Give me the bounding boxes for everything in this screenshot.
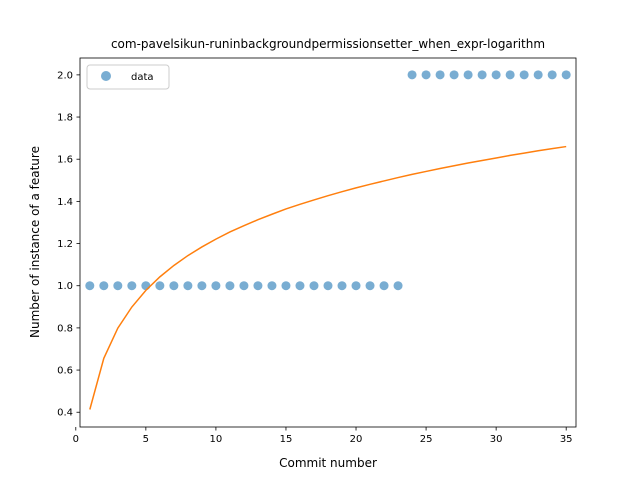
legend-marker-data	[101, 71, 111, 81]
data-point	[225, 281, 235, 291]
data-point	[295, 281, 305, 291]
y-tick-label: 1.4	[57, 197, 73, 208]
data-point	[435, 70, 445, 80]
x-tick-label: 15	[280, 434, 293, 445]
ticks-layer: 0 5 10 15 20 25 30 35 0.4 0.6 0.8 1.0 1.2 1.4 1.6 1.8 2.…	[57, 70, 572, 445]
fit-line	[89, 145, 567, 410]
data-point	[351, 281, 361, 291]
data-point	[477, 70, 487, 80]
data-point	[281, 281, 291, 291]
data-point	[141, 281, 151, 291]
data-point	[393, 281, 403, 291]
data-point	[365, 281, 375, 291]
data-point	[421, 70, 431, 80]
y-tick-label: 1.0	[57, 281, 73, 292]
data-point	[197, 281, 207, 291]
data-point	[519, 70, 529, 80]
x-tick-label: 0	[73, 434, 79, 445]
data-point	[169, 281, 179, 291]
data-point	[491, 70, 501, 80]
data-point	[463, 70, 473, 80]
x-tick-label: 30	[490, 434, 503, 445]
x-tick-label: 20	[350, 434, 363, 445]
data-point	[561, 70, 571, 80]
data-point	[449, 70, 459, 80]
plot-area	[80, 58, 576, 427]
y-tick-label: 0.6	[57, 366, 73, 377]
legend-box	[86, 64, 170, 90]
data-point	[211, 281, 221, 291]
data-point	[85, 281, 95, 291]
data-point	[337, 281, 347, 291]
chart-title: com-pavelsikun-runinbackgroundpermission…	[111, 37, 545, 51]
marks-layer	[85, 70, 571, 410]
y-tick-label: 0.4	[57, 408, 73, 419]
y-tick-label: 0.8	[57, 323, 73, 334]
data-point	[323, 281, 333, 291]
legend: data	[86, 64, 170, 90]
y-axis-label: Number of instance of a feature	[28, 146, 42, 338]
data-point	[155, 281, 165, 291]
x-tick-label: 10	[210, 434, 223, 445]
x-tick-label: 35	[560, 434, 573, 445]
data-point	[533, 70, 543, 80]
y-tick-label: 1.2	[57, 239, 73, 250]
legend-label-data: data	[131, 72, 154, 83]
data-point	[547, 70, 557, 80]
data-point	[253, 281, 263, 291]
data-point	[379, 281, 389, 291]
data-point	[407, 70, 417, 80]
y-tick-label: 1.6	[57, 155, 73, 166]
y-tick-label: 1.8	[57, 113, 73, 124]
x-tick-label: 5	[143, 434, 149, 445]
data-point	[309, 281, 319, 291]
data-point	[113, 281, 123, 291]
x-axis-label: Commit number	[279, 456, 377, 470]
data-point	[183, 281, 193, 291]
x-tick-label: 25	[420, 434, 433, 445]
data-point	[239, 281, 249, 291]
data-point	[99, 281, 109, 291]
data-point	[505, 70, 515, 80]
y-tick-label: 2.0	[57, 70, 73, 81]
data-point	[127, 281, 137, 291]
plot-frame	[79, 57, 577, 428]
data-point	[267, 281, 277, 291]
